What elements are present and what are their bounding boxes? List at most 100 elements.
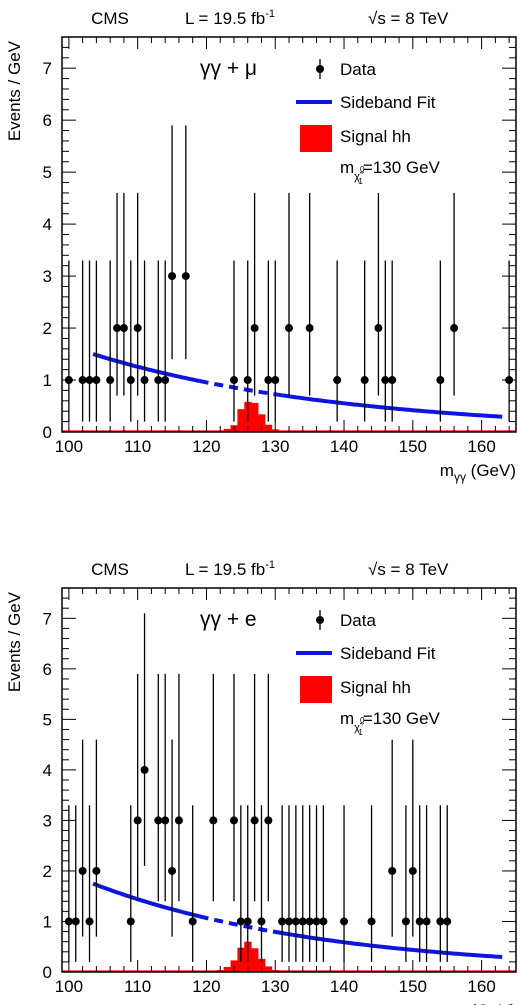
- data-point: [181, 272, 190, 281]
- data-point: [85, 917, 94, 926]
- data-point: [401, 917, 410, 926]
- signal-bar: [251, 948, 259, 972]
- chart-panel-1: CMS L = 19.5 fb-1 √s = 8 TeV 100 110 120 130 1 4…: [5, 8, 517, 484]
- data-point: [236, 917, 245, 926]
- legend-signal-label: Signal hh: [340, 678, 411, 697]
- y-tick-label: 5: [43, 163, 52, 182]
- x-tick-label: 100: [55, 977, 83, 996]
- signal-bar: [258, 958, 266, 972]
- data-point: [340, 917, 349, 926]
- signal-bar: [264, 966, 273, 972]
- data-point: [264, 816, 273, 825]
- signal-bar: [264, 424, 273, 432]
- data-point: [381, 376, 390, 385]
- signal-bar: [223, 966, 231, 972]
- data-point: [161, 376, 170, 385]
- data-point: [415, 917, 424, 926]
- y-tick-label: 0: [43, 423, 52, 442]
- data-point: [174, 816, 183, 825]
- data-point: [133, 324, 142, 333]
- x-tick-label: 110: [124, 977, 151, 996]
- x-tick-label: 140: [330, 977, 358, 996]
- y-tick-label: 4: [43, 761, 52, 780]
- data-point: [305, 917, 314, 926]
- x-tick-label: 150: [399, 977, 427, 996]
- data-point: [250, 816, 259, 825]
- data-point: [161, 816, 170, 825]
- data-point: [119, 324, 128, 333]
- x-tick-label: 100: [55, 437, 83, 456]
- data-point: [229, 816, 238, 825]
- y-tick-label: 7: [43, 59, 52, 78]
- energy-label: √s = 8 TeV: [368, 9, 449, 28]
- lumi-label: L = 19.5 fb-1: [185, 8, 275, 28]
- legend-signal-box: [300, 676, 332, 703]
- data-point: [305, 324, 314, 333]
- legend-data-marker: [316, 616, 324, 624]
- data-point: [436, 376, 445, 385]
- x-tick-label: 150: [399, 437, 427, 456]
- data-point: [278, 917, 287, 926]
- lumi-label: L = 19.5 fb-1: [185, 559, 275, 579]
- data-point: [78, 376, 87, 385]
- data-point: [408, 866, 417, 875]
- legend-data-label: Data: [340, 60, 376, 79]
- data-point: [298, 917, 307, 926]
- x-tick-label: 120: [192, 977, 220, 996]
- legend-data-label: Data: [340, 611, 376, 630]
- data-point: [243, 917, 252, 926]
- legend-mass-label: mχ̃0 1=130 GeV: [340, 158, 441, 186]
- x-tick-label: 160: [467, 437, 495, 456]
- data-point: [154, 376, 163, 385]
- channel-label: γγ + μ: [200, 57, 257, 80]
- data-point: [443, 917, 452, 926]
- data-point: [257, 917, 266, 926]
- legend-fit-label: Sideband Fit: [340, 93, 436, 112]
- y-tick-label: 2: [43, 862, 52, 881]
- data-point: [450, 324, 459, 333]
- data-point: [388, 376, 397, 385]
- data-point: [92, 866, 101, 875]
- fit-curve-left: [92, 881, 201, 919]
- data-point: [333, 376, 342, 385]
- y-tick-label: 2: [43, 319, 52, 338]
- data-point: [154, 816, 163, 825]
- signal-bar: [258, 414, 266, 432]
- y-tick-label: 6: [43, 660, 52, 679]
- data-point: [78, 866, 87, 875]
- legend-data-marker: [316, 65, 324, 73]
- data-point: [312, 917, 321, 926]
- y-tick-label: 1: [43, 912, 52, 931]
- fit-curve-right: [281, 931, 503, 959]
- x-tick-label: 130: [261, 437, 289, 456]
- legend-mass-label: mχ̃0 1=130 GeV: [340, 709, 441, 737]
- data-point: [271, 376, 280, 385]
- data-point: [168, 866, 177, 875]
- x-tick-label: 120: [192, 437, 220, 456]
- cms-label: CMS: [91, 9, 129, 28]
- x-axis-label: mγγ (GeV): [440, 1001, 516, 1005]
- data-point: [367, 917, 376, 926]
- x-axis-label: mγγ (GeV): [440, 461, 516, 484]
- y-axis-label: Events / GeV: [5, 591, 24, 692]
- data-point: [140, 376, 149, 385]
- y-tick-label: 7: [43, 609, 52, 628]
- data-point: [360, 376, 369, 385]
- y-tick-label: 1: [43, 371, 52, 390]
- x-tick-label: 110: [124, 437, 151, 456]
- data-point: [264, 376, 273, 385]
- data-point: [92, 376, 101, 385]
- signal-bar: [237, 409, 245, 432]
- legend-signal-label: Signal hh: [340, 127, 411, 146]
- data-point: [229, 376, 238, 385]
- legend-fit-label: Sideband Fit: [340, 644, 436, 663]
- data-point: [291, 917, 300, 926]
- data-point: [168, 272, 177, 281]
- signal-bar: [251, 402, 259, 432]
- y-tick-label: 4: [43, 215, 52, 234]
- data-point: [285, 917, 293, 926]
- data-point: [113, 324, 122, 333]
- x-tick-label: 160: [467, 977, 495, 996]
